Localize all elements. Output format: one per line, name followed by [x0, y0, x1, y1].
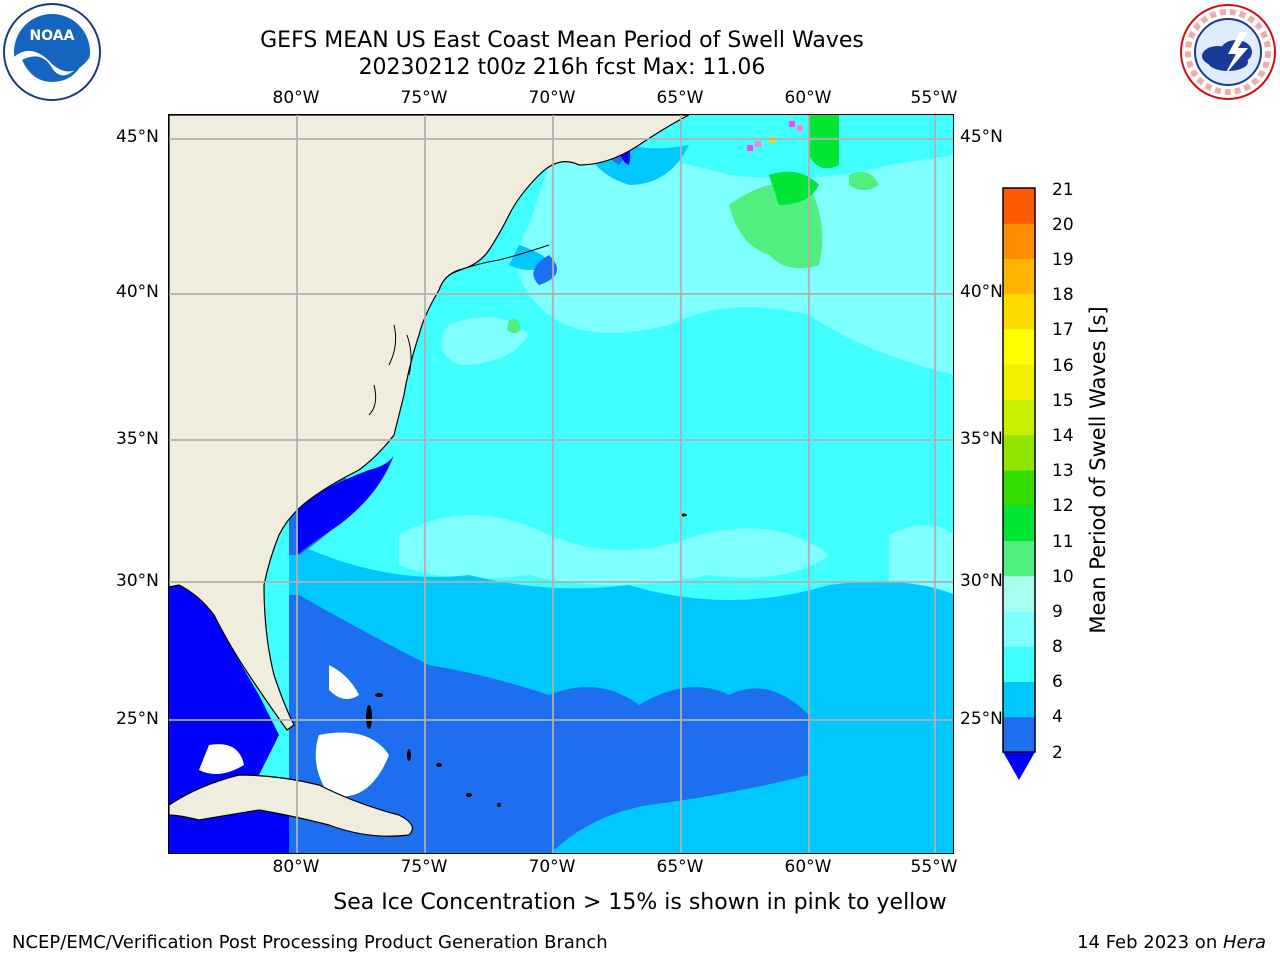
lon-tick-top: 60°W — [784, 88, 832, 108]
land-masses — [169, 115, 690, 837]
lat-tick-left: 45°N — [116, 127, 159, 147]
lat-tick-right: 30°N — [960, 571, 1003, 591]
lon-tick-top: 65°W — [656, 88, 704, 108]
lon-tick-bottom: 65°W — [656, 857, 704, 877]
lon-tick-top: 80°W — [272, 88, 320, 108]
colorbar-tick: 12 — [1052, 496, 1074, 516]
colorbar-tick: 17 — [1052, 320, 1074, 340]
lat-tick-left: 40°N — [116, 282, 159, 302]
colorbar-band — [1003, 681, 1035, 718]
noaa-logo-text: NOAA — [30, 28, 75, 44]
lon-tick-top: 55°W — [910, 88, 958, 108]
lat-tick-right: 35°N — [960, 429, 1003, 449]
nws-logo — [1178, 2, 1278, 102]
sea-ice-note: Sea Ice Concentration > 15% is shown in … — [333, 890, 947, 915]
lat-tick-right: 45°N — [960, 127, 1003, 147]
colorbar-title: Mean Period of Swell Waves [s] — [1086, 306, 1110, 634]
colorbar-band — [1003, 540, 1035, 577]
lon-tick-bottom: 55°W — [910, 857, 958, 877]
lat-tick-left: 30°N — [116, 571, 159, 591]
colorbar-tick: 9 — [1052, 602, 1063, 622]
bahama-islands — [366, 513, 687, 807]
colorbar-band — [1003, 399, 1035, 436]
colorbar-band — [1003, 470, 1035, 506]
colorbar-band — [1003, 258, 1035, 295]
lon-tick-top: 70°W — [528, 88, 576, 108]
colorbar-outline — [1002, 187, 1036, 753]
colorbar-tick: 20 — [1052, 215, 1074, 235]
colorbar-tick: 16 — [1052, 356, 1074, 376]
chart-title: GEFS MEAN US East Coast Mean Period of S… — [260, 28, 864, 53]
colorbar-band — [1003, 188, 1035, 224]
colorbar-tick: 15 — [1052, 391, 1074, 411]
colorbar-tick: 6 — [1052, 672, 1063, 692]
sea-ice-specks — [747, 121, 803, 151]
footer-date-text: 14 Feb 2023 on — [1077, 932, 1223, 953]
lat-tick-right: 40°N — [960, 282, 1003, 302]
colorbar-band — [1003, 364, 1035, 400]
footer-machine: Hera — [1222, 932, 1266, 953]
colorbar-tick: 19 — [1052, 250, 1074, 270]
colorbar-band — [1003, 293, 1035, 330]
colorbar-tick: 4 — [1052, 707, 1063, 727]
lat-tick-left: 35°N — [116, 429, 159, 449]
footer-date: 14 Feb 2023 on Hera — [1077, 932, 1266, 953]
lon-tick-top: 75°W — [400, 88, 448, 108]
colorbar-band — [1003, 329, 1035, 365]
colorbar-band — [1003, 434, 1035, 471]
colorbar-tick: 11 — [1052, 532, 1074, 552]
colorbar-tick: 2 — [1052, 743, 1063, 763]
graticule — [169, 115, 953, 853]
lat-tick-left: 25°N — [116, 709, 159, 729]
coastline-detail — [368, 244, 550, 416]
colorbar-band — [1003, 505, 1035, 541]
colorbar-bands — [1003, 188, 1035, 753]
colorbar-band — [1003, 575, 1035, 612]
chart-subtitle: 20230212 t00z 216h fcst Max: 11.06 — [358, 55, 766, 80]
colorbar — [1002, 187, 1036, 780]
colorbar-band — [1003, 646, 1035, 682]
colorbar-band — [1003, 716, 1035, 753]
lon-tick-bottom: 60°W — [784, 857, 832, 877]
lat-tick-right: 25°N — [960, 709, 1003, 729]
lon-tick-bottom: 70°W — [528, 857, 576, 877]
map-panel — [168, 114, 954, 854]
colorbar-tick: 21 — [1052, 180, 1074, 200]
colorbar-extend-triangle — [1003, 752, 1035, 780]
colorbar-band — [1003, 611, 1035, 647]
colorbar-band — [1003, 223, 1035, 259]
lon-tick-bottom: 75°W — [400, 857, 448, 877]
colorbar-tick: 18 — [1052, 285, 1074, 305]
lon-tick-bottom: 80°W — [272, 857, 320, 877]
noaa-logo: NOAA — [2, 2, 102, 102]
colorbar-tick: 13 — [1052, 461, 1074, 481]
colorbar-tick: 8 — [1052, 637, 1063, 657]
colorbar-tick: 10 — [1052, 567, 1074, 587]
colorbar-tick: 14 — [1052, 426, 1074, 446]
swell-period-map — [169, 115, 953, 853]
no-data-patches — [199, 665, 389, 797]
footer-branch: NCEP/EMC/Verification Post Processing Pr… — [12, 932, 608, 953]
